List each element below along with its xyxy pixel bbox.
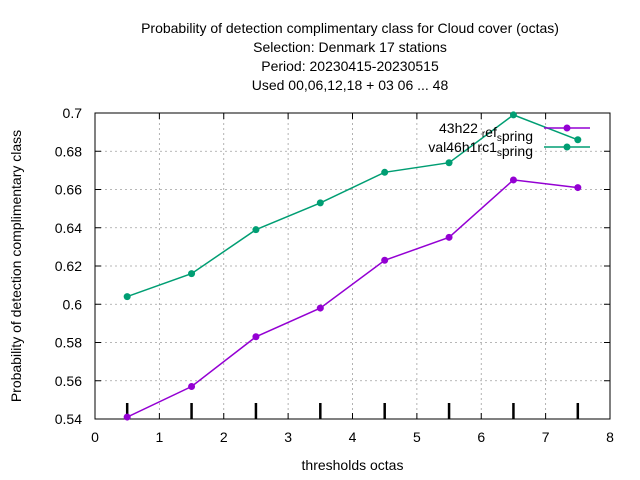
data-point [123,293,131,301]
data-point [252,333,260,341]
legend-marker [563,124,571,132]
y-tick-label: 0.62 [55,258,82,274]
series-line [126,114,579,298]
y-tick-label: 0.7 [63,105,83,121]
title-line-1: Probability of detection complimentary c… [141,20,559,36]
legend-label: val46h1rc1spring [428,139,533,159]
x-tick-label: 0 [91,429,99,445]
legend-item-1: 43h22 refspring [439,120,590,144]
y-tick-label: 0.64 [55,220,82,236]
data-point [574,136,582,144]
data-point [188,382,196,390]
x-tick-label: 5 [413,429,421,445]
y-tick-label: 0.66 [55,182,82,198]
x-tick-label: 8 [606,429,614,445]
data-point [123,413,131,421]
legend-label: 43h22 refspring [439,120,533,144]
grid [95,113,610,419]
x-tick-label: 3 [284,429,292,445]
x-axis-label: thresholds octas [302,457,404,473]
data-point [252,226,260,234]
data-point [509,111,517,119]
title-line-2: Selection: Denmark 17 stations [253,39,447,55]
y-tick-label: 0.68 [55,143,82,159]
data-point [188,270,196,278]
series [123,111,582,421]
x-tick-label: 4 [349,429,357,445]
y-tick-label: 0.54 [55,411,82,427]
x-tick-label: 7 [542,429,550,445]
legend-item-2: val46h1rc1spring [428,139,590,159]
axis-ticks [94,112,611,420]
data-point [381,256,389,264]
data-point [445,233,453,241]
series-2 [123,111,582,301]
data-point [445,159,453,167]
y-tick-label: 0.58 [55,335,82,351]
y-tick-label: 0.6 [63,296,83,312]
x-tick-label: 2 [220,429,228,445]
series-line [126,179,578,418]
data-point [509,176,517,184]
chart-title: Probability of detection complimentary c… [141,20,559,93]
y-axis-label: Probability of detection complimentary c… [8,130,24,402]
title-line-3: Period: 20230415-20230515 [261,58,439,74]
y-tick-labels: 0.54 0.56 0.58 0.6 0.62 0.64 0.66 0.68 0.7 [55,105,82,427]
x-tick-label: 6 [477,429,485,445]
x-tick-labels: 0 1 2 3 4 5 6 7 8 [91,429,614,445]
title-line-4: Used 00,06,12,18 + 03 06 ... 48 [252,77,449,93]
data-point [316,304,324,312]
x-tick-label: 1 [155,429,163,445]
data-point [381,168,389,176]
series-1 [123,176,582,421]
data-point [316,199,324,207]
legend-marker [563,143,571,151]
y-tick-label: 0.56 [55,373,82,389]
data-point [574,184,582,192]
